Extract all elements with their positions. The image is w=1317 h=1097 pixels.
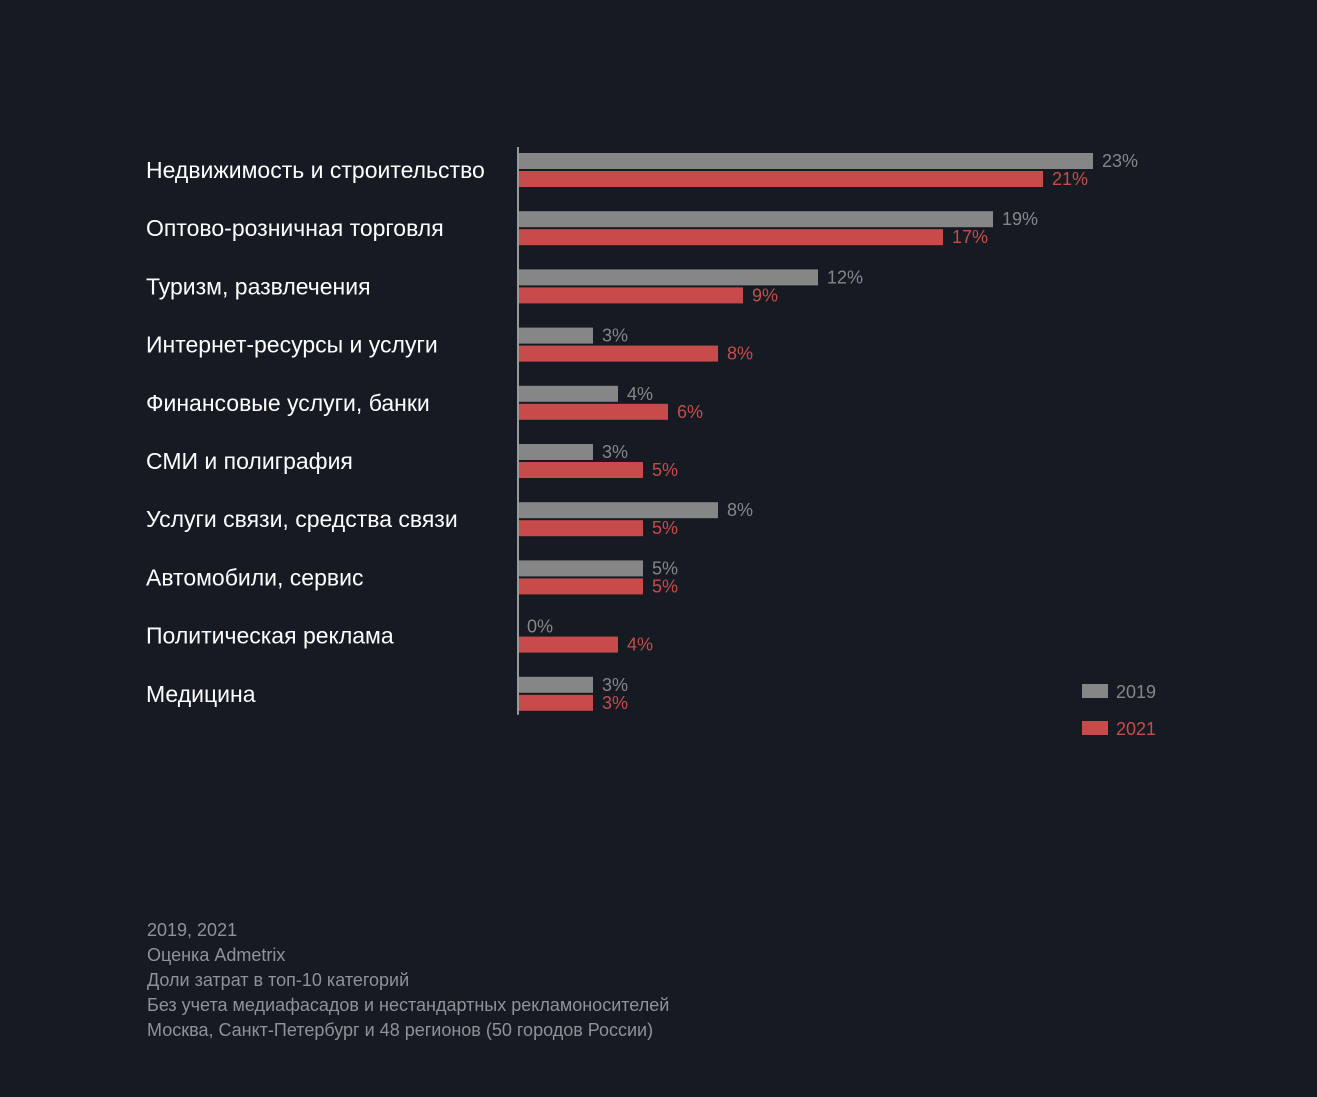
value-label-2021: 9% [752, 285, 778, 305]
value-label-2021: 3% [602, 693, 628, 713]
note-source: Оценка Admetrix [147, 945, 286, 965]
value-label-2021: 6% [677, 402, 703, 422]
bar-2019 [518, 676, 593, 693]
value-label-2019: 3% [602, 326, 628, 346]
value-label-2019: 8% [727, 500, 753, 520]
value-label-2021: 4% [627, 635, 653, 655]
bar-2019 [518, 211, 993, 228]
legend: 2019 2021 [1082, 682, 1156, 739]
bar-2021 [518, 636, 618, 653]
note-years: 2019, 2021 [147, 920, 238, 940]
value-label-2021: 5% [652, 460, 678, 480]
category-label: Политическая реклама [146, 623, 394, 649]
bar-2021 [518, 462, 643, 478]
category-label: Медицина [146, 681, 256, 707]
note-exclusions: Без учета медиафасадов и нестандартных р… [147, 995, 670, 1015]
legend-label-2021: 2021 [1116, 719, 1156, 739]
value-label-2019: 12% [827, 267, 863, 287]
bar-2019 [518, 560, 643, 577]
note-geography: Москва, Санкт-Петербург и 48 регионов (5… [147, 1020, 654, 1040]
category-label: Автомобили, сервис [146, 564, 363, 590]
value-label-2021: 5% [652, 518, 678, 538]
bars [518, 153, 1093, 711]
bar-2019 [518, 502, 718, 519]
value-label-2019: 19% [1002, 209, 1038, 229]
value-label-2019: 23% [1102, 151, 1138, 171]
category-label: СМИ и полиграфия [146, 448, 353, 474]
value-label-2019: 3% [602, 675, 628, 695]
legend-label-2019: 2019 [1116, 682, 1156, 702]
bar-2019 [518, 385, 618, 402]
category-label: Финансовые услуги, банки [146, 390, 430, 416]
bar-2021 [518, 520, 643, 537]
category-label: Оптово-розничная торговля [146, 215, 444, 241]
chart-notes: 2019, 2021 Оценка Admetrix Доли затрат в… [147, 918, 669, 1043]
bar-2019 [518, 269, 818, 286]
bar-2021 [518, 578, 643, 595]
bar-2019 [518, 327, 593, 344]
category-label: Услуги связи, средства связи [146, 506, 458, 532]
value-label-2021: 21% [1052, 169, 1088, 189]
bar-2021 [518, 171, 1043, 187]
value-label-2021: 17% [952, 227, 988, 247]
bar-2021 [518, 287, 743, 304]
bar-2021 [518, 229, 943, 246]
category-label: Недвижимость и строительство [146, 157, 485, 183]
bar-2019 [518, 153, 1093, 169]
legend-swatch-2021 [1082, 721, 1108, 735]
category-label: Туризм, развлечения [146, 273, 371, 299]
category-labels: Недвижимость и строительство Оптово-розни… [146, 157, 485, 707]
value-label-2019: 4% [627, 384, 653, 404]
value-label-2019: 3% [602, 442, 628, 462]
bar-2019 [518, 444, 593, 460]
legend-swatch-2019 [1082, 684, 1108, 698]
value-label-2019: 5% [652, 558, 678, 578]
value-label-2021: 5% [652, 576, 678, 596]
note-metric: Доли затрат в топ-10 категорий [147, 970, 410, 990]
category-label: Интернет-ресурсы и услуги [146, 332, 438, 358]
bar-2021 [518, 694, 593, 711]
bar-2021 [518, 403, 668, 420]
value-label-2021: 8% [727, 344, 753, 364]
value-labels: 23%21%19%17%12%9%3%8%4%6%3%5%8%5%5%5%0%4… [527, 151, 1138, 713]
value-label-2019: 0% [527, 617, 553, 637]
bar-2021 [518, 345, 718, 362]
